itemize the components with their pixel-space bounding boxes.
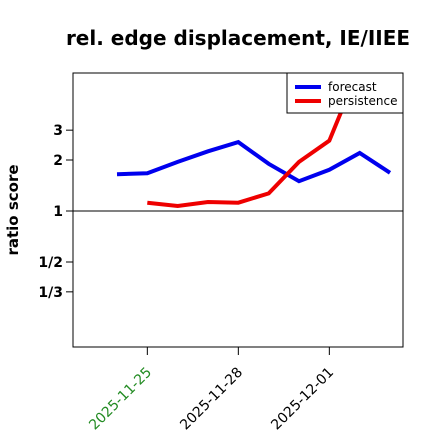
series-layer <box>116 102 392 209</box>
y-tick-label: 1 <box>53 204 63 220</box>
series-line-forecast <box>116 139 392 184</box>
y-axis-label: ratio score <box>4 164 22 255</box>
y-tick-label: 3 <box>53 123 63 139</box>
x-tick-label: 2025-11-28 <box>177 365 246 434</box>
x-axis: 2025-11-25 2025-11-28 2025-12-01 <box>86 347 337 433</box>
y-axis: 1/3 1/2 1 2 3 <box>38 123 73 301</box>
legend-box <box>286 72 404 114</box>
y-tick-label: 1/2 <box>38 255 63 271</box>
y-tick-label: 2 <box>53 153 63 169</box>
series-line-persistence <box>147 102 347 209</box>
legend: forecast persistence <box>286 72 404 114</box>
x-tick-label: 2025-12-01 <box>268 365 337 434</box>
chart-title: rel. edge displacement, IE/IIEE <box>66 26 410 50</box>
plot-frame <box>72 72 404 348</box>
x-tick-label: 2025-11-25 <box>86 365 155 434</box>
legend-label-forecast: forecast <box>328 80 377 94</box>
y-tick-label: 1/3 <box>38 285 63 301</box>
legend-label-persistence: persistence <box>328 94 397 108</box>
